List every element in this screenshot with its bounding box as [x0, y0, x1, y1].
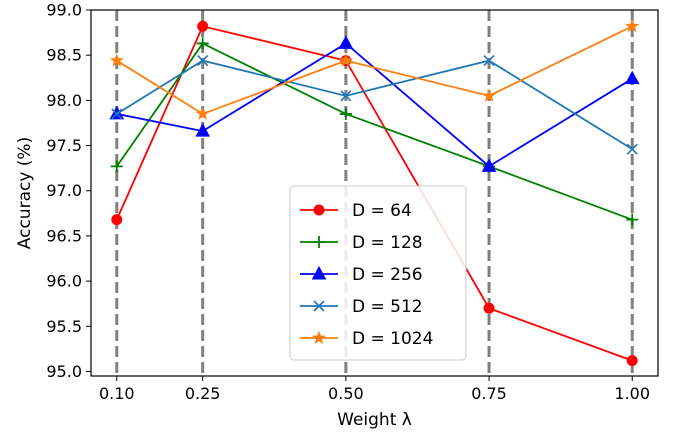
data-point — [196, 37, 209, 50]
data-point — [626, 355, 638, 367]
x-tick-label: 0.25 — [185, 384, 221, 403]
data-point — [338, 53, 353, 67]
y-tick-label: 96.5 — [46, 226, 82, 245]
legend-marker — [313, 300, 325, 312]
legend-label: D = 256 — [352, 265, 423, 285]
legend-marker — [311, 330, 327, 344]
data-point — [625, 18, 640, 33]
series-lines — [109, 18, 640, 367]
data-point — [624, 70, 640, 85]
data-point — [109, 53, 124, 67]
y-tick-label: 97.5 — [46, 136, 82, 155]
data-point — [111, 108, 123, 120]
series-D-128 — [110, 37, 639, 226]
legend-item: D = 64 — [300, 201, 412, 221]
data-point — [338, 35, 354, 49]
y-tick-label: 97.0 — [46, 181, 82, 200]
legend-label: D = 128 — [352, 233, 423, 253]
axis-ticks: 0.10 0.25 0.50 0.75 1.00 95.0 95.5 96.0 96.5 97.0… — [46, 1, 650, 404]
legend-item: D = 128 — [300, 233, 423, 253]
series-D-256 — [109, 35, 640, 172]
y-tick-label: 95.0 — [46, 362, 82, 381]
legend-label: D = 64 — [352, 201, 412, 221]
data-point — [195, 106, 210, 120]
plot-frame — [90, 9, 659, 377]
legend-item: D = 1024 — [300, 329, 433, 349]
data-point — [197, 55, 209, 67]
y-axis-label: Accuracy (%) — [15, 137, 35, 249]
data-point — [195, 123, 211, 137]
y-tick-label: 99.0 — [46, 1, 82, 20]
x-tick-label: 0.50 — [328, 384, 364, 403]
y-tick-label: 98.5 — [46, 46, 82, 65]
legend-label: D = 1024 — [352, 329, 433, 349]
legend-marker — [311, 265, 327, 280]
data-point — [339, 107, 352, 120]
data-point — [626, 143, 638, 155]
data-point — [481, 158, 497, 172]
data-point — [482, 88, 497, 102]
legend-box — [289, 185, 467, 361]
series-line — [116, 59, 633, 150]
series-line — [116, 42, 633, 168]
legend: D = 64 D = 128 D = 256 D = 512 D = 1024 — [289, 185, 467, 361]
y-tick-label: 95.5 — [46, 317, 82, 336]
legend-item: D = 256 — [300, 265, 423, 285]
legend-marker — [313, 204, 325, 216]
x-tick-label: 0.10 — [99, 384, 135, 403]
data-point — [483, 55, 495, 67]
legend-marker — [313, 236, 325, 248]
y-tick-label: 98.0 — [46, 91, 82, 110]
data-point — [197, 20, 209, 32]
data-point — [626, 213, 639, 226]
series-D-1024 — [109, 18, 640, 120]
y-tick-label: 96.0 — [46, 272, 82, 291]
x-axis-label: Weight λ — [337, 410, 412, 430]
series-D-512 — [111, 55, 638, 155]
data-point — [111, 214, 123, 226]
legend-label: D = 512 — [352, 297, 423, 317]
legend-item: D = 512 — [300, 297, 423, 317]
data-point — [483, 302, 495, 314]
x-tick-label: 1.00 — [614, 384, 650, 403]
data-point — [110, 160, 123, 173]
data-point — [340, 90, 352, 102]
x-tick-label: 0.75 — [471, 384, 507, 403]
